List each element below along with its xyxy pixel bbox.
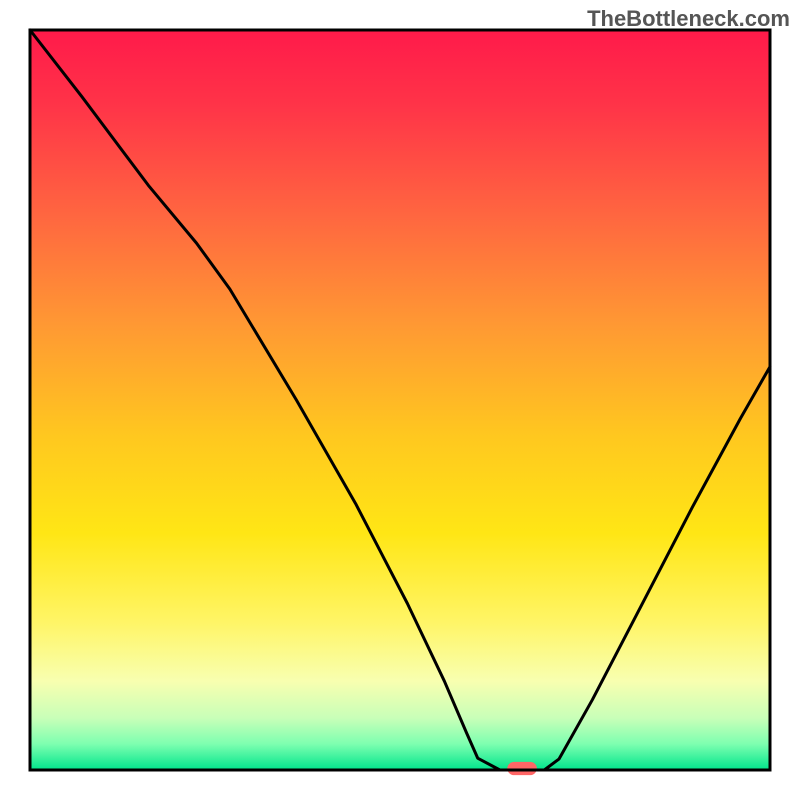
gradient-background (30, 30, 770, 770)
watermark-label: TheBottleneck.com (587, 6, 790, 32)
bottleneck-chart (0, 0, 800, 800)
chart-container: TheBottleneck.com (0, 0, 800, 800)
